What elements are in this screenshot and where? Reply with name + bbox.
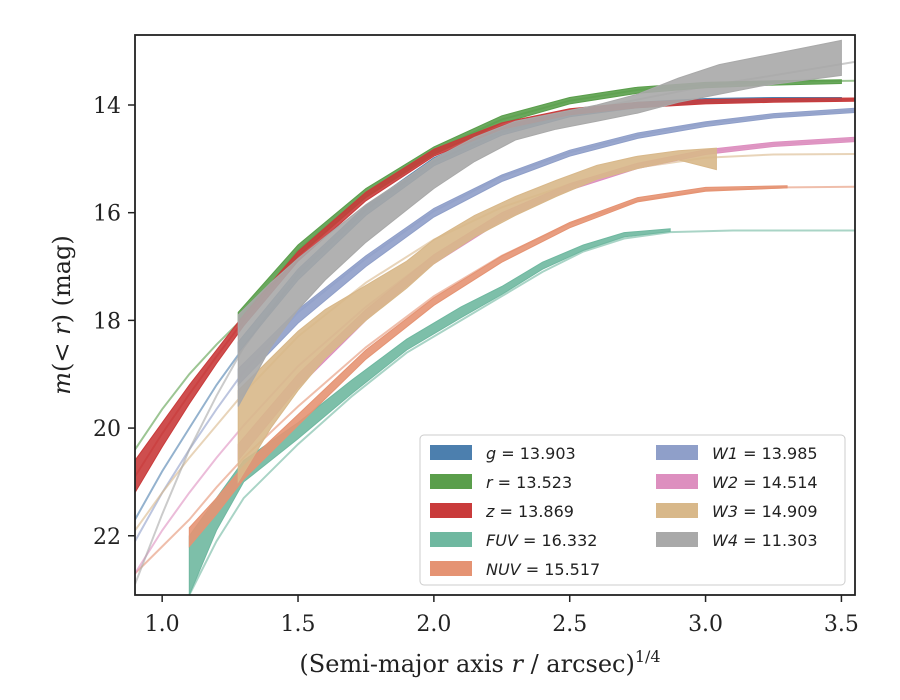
model-line- [188,229,855,595]
y-axis-label-open: (< [48,335,76,372]
legend-label-w2: W2 = 14.514 [712,473,818,492]
band-nuv [188,185,788,548]
legend-frame [419,434,846,586]
y-axis-label-m: m [48,372,76,395]
legend-swatch-w3 [656,503,698,518]
legend-swatch-g [430,445,472,460]
x-tick-label: 3.0 [688,612,723,637]
x-tick-label: 3.5 [824,612,859,637]
x-tick-label: 2.5 [552,612,587,637]
y-tick-label: 14 [93,94,121,119]
y-tick-label: 20 [93,417,121,442]
x-axis-label-tail: / arcsec) [523,650,635,678]
x-axis-label-r: r [511,650,524,678]
y-axis-label-close: ) (mag) [48,235,76,323]
y-tick-label: 22 [93,525,121,550]
legend-label-r: r = 13.523 [486,473,572,492]
x-axis-label-main: (Semi-major axis [299,650,511,678]
band-w3 [237,147,717,484]
x-tick-label: 2.0 [416,612,451,637]
legend-swatch-w2 [656,474,698,489]
legend-label-w1: W1 = 13.985 [712,444,818,463]
legend-label-fuv: FUV = 16.332 [486,531,597,550]
legend-swatch-w1 [656,445,698,460]
ticks-layer: 1.0 1.5 2.0 2.5 3.0 3.5 14 16 18 20 22 [93,94,859,637]
legend-label-w4: W4 = 11.303 [712,531,818,550]
band-fuv [188,228,671,595]
y-tick-label: 16 [93,202,121,227]
x-axis-label-exponent: 1/4 [635,647,661,666]
legend-swatch-nuv [430,561,472,576]
legend-label-w3: W3 = 14.909 [712,502,818,521]
x-tick-label: 1.0 [145,612,180,637]
legend: g = 13.903 r = 13.523 z = 13.869 FUV = 16.3… [419,434,846,586]
legend-label-g: g = 13.903 [486,444,576,463]
legend-label-nuv: NUV = 15.517 [486,560,600,579]
profile-bands [135,39,855,595]
y-axis-label-r: r [48,322,76,335]
y-axis-label: m(< r) (mag) [48,235,76,395]
series-layer [135,39,855,595]
legend-swatch-fuv [430,532,472,547]
plot-frame [134,34,856,596]
x-tick-label: 1.5 [281,612,316,637]
legend-swatch-w4 [656,532,698,547]
legend-label-z: z = 13.869 [485,502,574,521]
band-z [135,97,855,494]
band-w1 [237,107,855,387]
legend-swatch-r [430,474,472,489]
x-axis-label: (Semi-major axis r / arcsec)1/4 [299,647,660,678]
band-w4 [237,39,842,407]
y-tick-label: 18 [93,309,121,334]
legend-swatch-z [430,503,472,518]
